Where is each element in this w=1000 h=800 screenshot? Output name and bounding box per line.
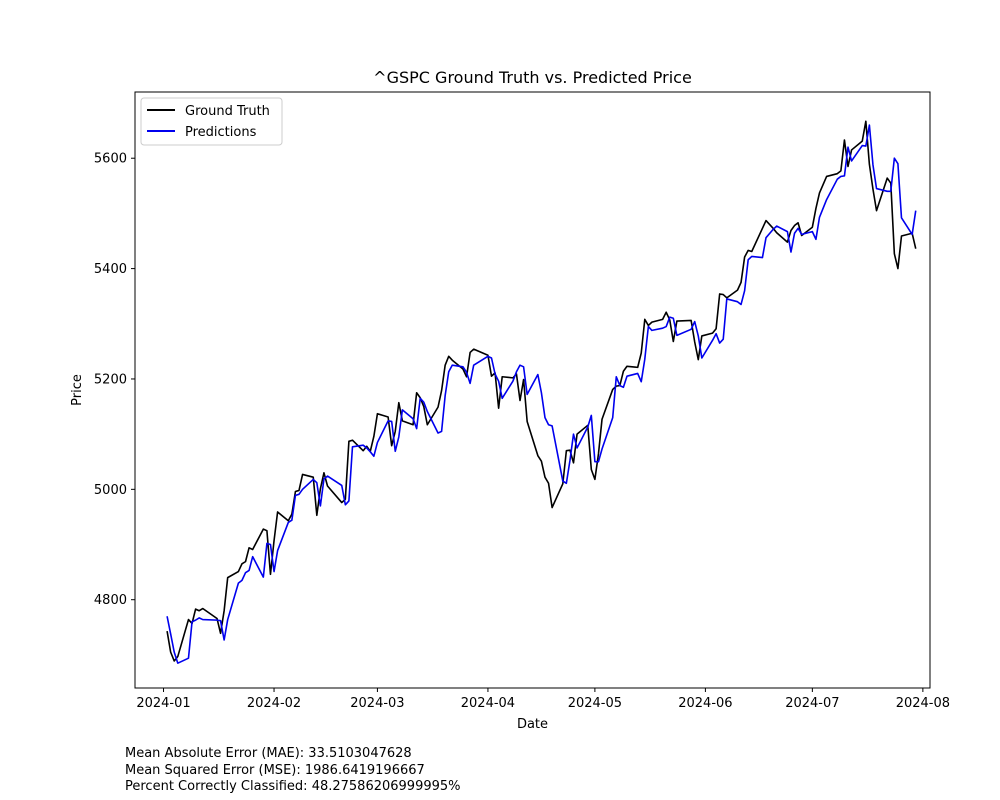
- plot-layer: [166, 120, 917, 664]
- x-tick-label: 2024-08: [896, 696, 950, 711]
- series-line-predictions: [166, 124, 917, 664]
- legend-box: [140, 97, 283, 146]
- y-tick-label: 5600: [94, 152, 127, 167]
- y-tick-label: 4800: [94, 593, 127, 608]
- x-tick-label: 2024-05: [568, 696, 622, 711]
- y-tick-label: 5000: [94, 483, 127, 498]
- chart-title: ^GSPC Ground Truth vs. Predicted Price: [373, 68, 692, 87]
- axis-layer: 2024-01 2024-02 2024-03 2024-04 2024-05 2024-…: [94, 152, 950, 711]
- x-tick-label: 2024-04: [461, 696, 515, 711]
- x-tick-label: 2024-01: [136, 696, 190, 711]
- y-tick-label: 5400: [94, 262, 127, 277]
- x-tick-label: 2024-06: [678, 696, 732, 711]
- x-axis-label: Date: [517, 717, 548, 732]
- x-tick-label: 2024-03: [350, 696, 404, 711]
- mse-text: Mean Squared Error (MSE): 1986.641919666…: [125, 762, 425, 778]
- y-axis-label: Price: [70, 374, 85, 406]
- series-line-ground-truth: [166, 120, 917, 662]
- x-tick-label: 2024-07: [785, 696, 839, 711]
- x-tick-label: 2024-02: [247, 696, 301, 711]
- legend-label-predictions: Predictions: [185, 125, 257, 140]
- legend-label-ground-truth: Ground Truth: [185, 104, 270, 119]
- legend: Ground Truth Predictions: [140, 97, 283, 146]
- metrics-panel: Mean Absolute Error (MAE): 33.5103047628…: [125, 746, 461, 796]
- pcc-text: Percent Correctly Classified: 48.2758620…: [125, 779, 461, 794]
- mae-text: Mean Absolute Error (MAE): 33.5103047628: [125, 746, 412, 761]
- y-tick-label: 5200: [94, 372, 127, 387]
- plot-frame: [134, 91, 931, 689]
